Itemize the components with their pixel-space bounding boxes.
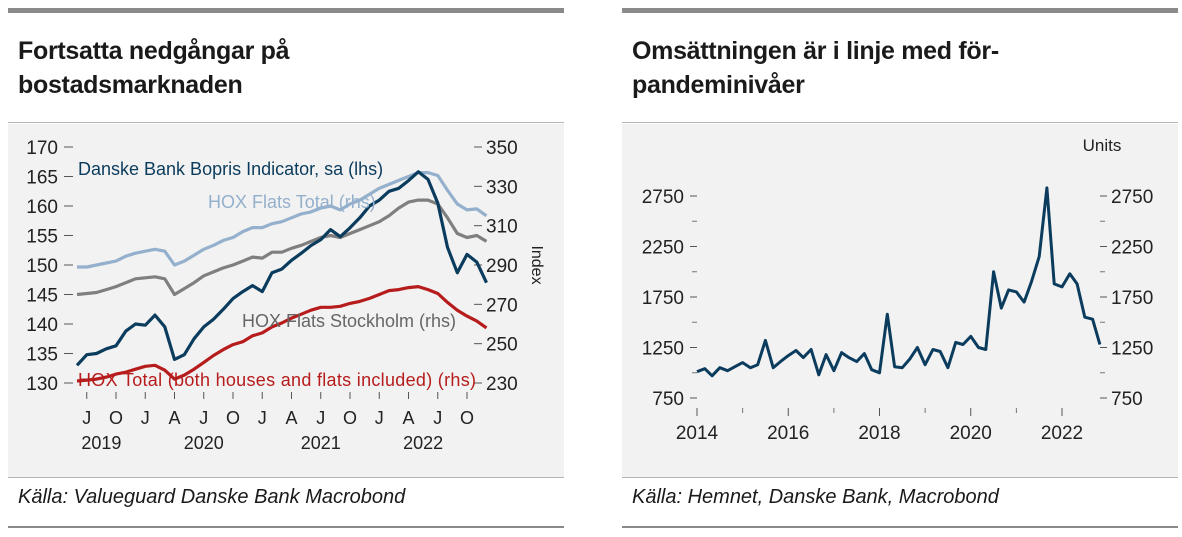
x-axis-year-label: 2019 [81,433,121,453]
right-axis-tick-label: 230 [486,374,518,395]
right-axis-tick-label: 330 [486,177,518,198]
x-axis-month-label: J [375,408,384,428]
chart-title-line1: Omsättningen är i linje med för- [632,37,999,65]
series-danske-bopris-line [75,170,488,367]
annotation-hox-total: HOX Total (both houses and flats include… [78,370,476,390]
right-axis-tick-label: 350 [486,138,518,159]
x-axis-month-label: A [402,408,414,428]
x-axis-tick-label: 2016 [767,423,809,444]
panel-top-bar [8,8,564,13]
x-axis-month-label: O [109,408,123,428]
source-separator [622,477,1178,478]
x-axis-month-label: J [433,408,442,428]
x-axis-month-label: J [316,408,325,428]
annotation-hox-flats-total: HOX Flats Total (rhs) [208,192,376,212]
x-axis-year-label: 2022 [403,433,443,453]
house-price-chart: 130 135 140 145 150 155 160 165 170 230 250 270 290 3… [26,138,545,453]
x-axis-month-label: J [199,408,208,428]
left-axis-tick-label: 160 [26,197,58,218]
panel-top-bar [622,8,1178,13]
left-axis-tick-label: 140 [26,315,58,336]
series-turnover-line [696,186,1102,378]
x-axis-month-label: O [460,408,474,428]
x-axis-month-label: O [226,408,240,428]
turnover-chart: 750 1250 1750 2250 2750 750 1250 1750 2250 2750 Un… [642,136,1154,444]
panel-bottom-bar [8,526,564,528]
right-axis-tick-label: 1750 [1111,288,1153,309]
source-note: Källa: Valueguard Danske Bank Macrobond [18,486,406,508]
title-separator [8,122,564,123]
chart-title-line2: bostadsmarknaden [18,71,243,99]
right-axis-tick-label: 270 [486,295,518,316]
x-axis-month-label: J [141,408,150,428]
x-axis-tick-label: 2020 [950,423,992,444]
left-axis-tick-label: 1250 [642,339,684,360]
left-axis-tick-label: 170 [26,138,58,159]
right-axis-title: Units [1083,136,1122,155]
right-axis-title: Index [528,245,545,284]
chart-title: Fortsatta nedgångar på bostadsmarknaden [18,34,554,102]
left-axis-tick-label: 135 [26,345,58,366]
x-axis-tick-label: 2022 [1041,423,1083,444]
left-axis-tick-label: 150 [26,256,58,277]
x-axis-year-label: 2020 [184,433,224,453]
left-axis-tick-label: 2750 [642,187,684,208]
chart-title-line1: Fortsatta nedgångar på [18,37,290,65]
x-axis-month-label: A [285,408,297,428]
house-price-chart-panel: Fortsatta nedgångar på bostadsmarknaden … [8,8,564,528]
right-axis-tick-label: 2250 [1111,238,1153,259]
source-note: Källa: Hemnet, Danske Bank, Macrobond [632,486,999,508]
right-axis-tick-label: 310 [486,217,518,238]
source-separator [8,477,564,478]
panel-bottom-bar [622,526,1178,528]
left-axis-tick-label: 130 [26,374,58,395]
annotation-hox-flats-stockholm: HOX Flats Stockholm (rhs) [242,311,456,331]
plot-area-background [622,124,1178,477]
x-axis-month-label: O [343,408,357,428]
annotation-danske-bopris: Danske Bank Bopris Indicator, sa (lhs) [78,159,383,179]
left-axis-tick-label: 2250 [642,238,684,259]
series-hox-flats-stockholm-line [76,198,488,297]
chart-title: Omsättningen är i linje med för- pandemi… [632,34,1168,102]
right-axis-tick-label: 1250 [1111,339,1153,360]
left-axis-tick-label: 145 [26,286,58,307]
right-axis-tick-label: 2750 [1111,187,1153,208]
x-axis-tick-label: 2018 [858,423,900,444]
x-axis-tick-label: 2014 [676,423,719,444]
x-axis-month-label: J [82,408,91,428]
right-axis-tick-label: 250 [486,335,518,356]
title-separator [622,122,1178,123]
left-axis-tick-label: 165 [26,168,58,189]
left-axis-tick-label: 155 [26,227,58,248]
x-axis-month-label: J [258,408,267,428]
plot-area-background [8,124,564,477]
right-axis-tick-label: 290 [486,256,518,277]
chart-title-line2: pandeminivåer [632,71,805,99]
left-axis-tick-label: 1750 [642,288,684,309]
series-hox-total-line [76,285,488,383]
right-axis-tick-label: 750 [1111,389,1143,410]
x-axis-year-label: 2021 [301,433,341,453]
left-axis-tick-label: 750 [652,389,684,410]
turnover-chart-panel: Omsättningen är i linje med för- pandemi… [622,8,1178,528]
x-axis-month-label: A [168,408,180,428]
